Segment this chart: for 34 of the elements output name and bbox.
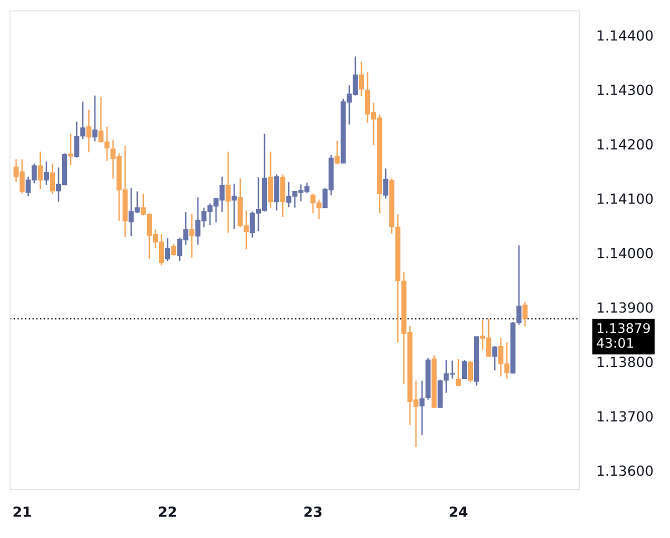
candlestick <box>189 213 194 258</box>
candlestick <box>383 168 388 200</box>
candlestick <box>68 133 74 166</box>
y-tick-label: 1.13900 <box>598 302 653 313</box>
ref-line-label: 1.13879 43:01 <box>596 323 650 348</box>
candlestick <box>462 359 467 380</box>
candlestick <box>358 61 364 97</box>
y-tick-label: 1.13600 <box>598 466 653 476</box>
candlestick <box>38 150 43 190</box>
candlestick <box>86 109 92 153</box>
candlestick <box>165 238 170 262</box>
candlestick <box>232 183 237 230</box>
candlestick <box>334 140 340 165</box>
candlestick <box>171 243 176 256</box>
y-tick-label: 1.14200 <box>598 139 653 150</box>
y-tick-label: 1.13700 <box>598 411 653 422</box>
x-tick-label: 21 <box>14 506 31 517</box>
y-tick-label: 1.13800 <box>598 356 653 368</box>
candlestick <box>492 345 498 372</box>
y-tick-label: 1.14400 <box>598 30 653 41</box>
candlestick <box>92 94 98 142</box>
candlestick <box>50 162 55 195</box>
y-tick-label: 1.14100 <box>598 193 653 204</box>
candlestick <box>226 150 231 234</box>
candlestick <box>522 301 528 328</box>
candlestick <box>419 380 425 436</box>
candlestick <box>468 360 474 384</box>
x-tick-label: 24 <box>450 506 468 517</box>
candlestick <box>44 160 49 186</box>
candlestick <box>456 358 461 386</box>
x-tick-label: 23 <box>304 506 322 517</box>
y-tick-label: 1.14300 <box>598 84 653 96</box>
x-tick-label: 22 <box>159 506 176 517</box>
y-tick-label: 1.14000 <box>598 248 653 258</box>
